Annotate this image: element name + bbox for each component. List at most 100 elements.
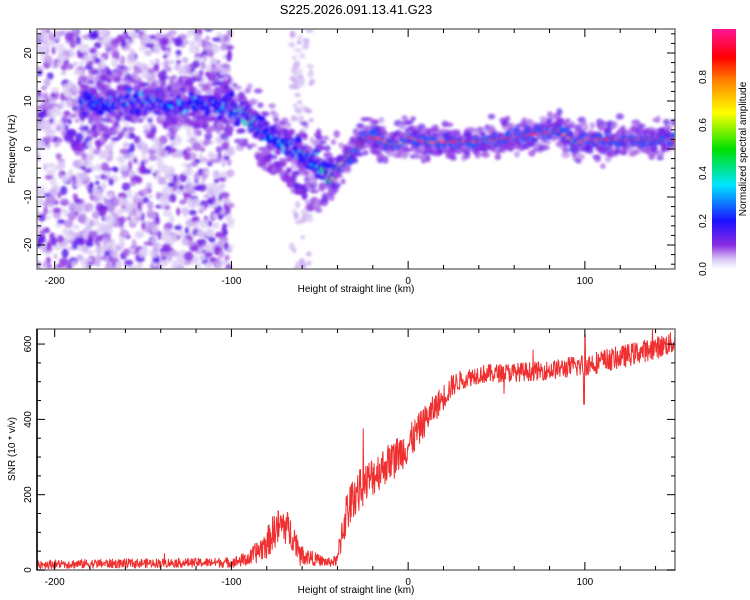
noise-blob [305,216,314,223]
noise-blob [144,43,155,48]
noise-blob [70,260,77,267]
noise-blob [186,197,192,205]
ridge-halo [227,125,235,132]
noise-blob [104,42,112,49]
colorbar-tick-label: 0.4 [698,166,709,180]
noise-blob [189,241,195,247]
ridge-halo [268,103,276,109]
noise-blob [41,85,47,91]
noise-blob [163,168,169,175]
noise-blob [163,33,172,39]
noise-blob [119,229,130,238]
noise-blob [206,229,214,237]
noise-blob [60,123,65,132]
noise-blob [169,250,179,257]
ridge-halo [611,120,619,129]
noise-blob [156,157,164,166]
noise-blob [207,159,218,164]
noise-blob [175,59,182,65]
ridge-halo [274,161,281,169]
noise-blob [177,265,182,269]
noise-blob [72,29,79,34]
noise-blob [295,200,301,209]
noise-blob [304,107,311,113]
noise-blob [44,126,53,136]
noise-blob [93,41,102,49]
x-tick-label: -200 [45,577,65,588]
ridge-halo [561,151,571,159]
noise-blob [164,222,174,230]
noise-blob [147,194,154,199]
noise-blob [205,35,210,41]
y-tick-label: -10 [23,189,34,204]
noise-blob [43,42,48,53]
noise-blob [134,191,139,202]
ridge-halo [170,132,177,137]
noise-blob [190,182,198,187]
noise-blob [100,173,107,180]
noise-blob [167,147,177,154]
noise-blob [68,113,78,119]
noise-blob [98,29,108,37]
noise-blob [59,198,70,207]
noise-blob [110,265,118,269]
noise-blob [60,64,68,71]
noise-blob [57,160,66,170]
noise-blob [193,172,200,181]
noise-blob [213,178,219,184]
noise-blob [62,83,68,93]
noise-blob [128,151,135,161]
noise-blob [306,213,313,218]
noise-blob [295,261,303,268]
noise-blob [206,261,213,269]
ridge-halo [137,117,144,123]
noise-blob [103,265,111,269]
noise-blob [46,263,52,269]
noise-blob [141,222,146,230]
noise-blob [198,254,207,261]
ridge-halo [153,79,159,85]
ridge-halo [316,128,322,136]
ridge-halo [212,79,220,86]
noise-blob [227,158,232,166]
noise-blob [306,251,312,257]
noise-blob [55,263,64,269]
noise-blob [213,257,218,262]
noise-blob [202,54,208,62]
noise-blob [186,131,193,138]
ridge-halo [333,130,340,138]
noise-blob [107,193,114,199]
noise-blob [142,143,149,153]
noise-blob [309,68,314,74]
noise-blob [108,215,115,225]
noise-blob [203,218,210,223]
ridge-halo [110,43,118,52]
noise-blob [53,142,59,148]
noise-blob [85,241,94,248]
snr-y-label: SNR (10 * v/v) [7,417,18,481]
noise-blob [110,58,119,68]
ridge-halo [474,150,482,159]
noise-blob [194,221,199,230]
noise-blob [175,54,180,60]
x-tick-label: -100 [221,276,241,287]
noise-blob [296,99,303,105]
colorbar-gradient [712,29,736,269]
x-tick-label: 100 [577,276,594,287]
noise-blob [50,87,60,93]
noise-blob [168,215,175,223]
ridge-halo [159,150,166,157]
noise-blob [73,232,83,238]
noise-blob [50,237,58,246]
noise-blob [96,36,103,41]
noise-blob [183,251,194,262]
noise-blob [105,223,114,231]
ridge-halo [130,72,138,80]
branch-blob [314,207,323,213]
noise-blob [55,43,66,52]
noise-blob [164,230,173,236]
noise-blob [121,164,129,172]
noise-blob [111,50,117,59]
noise-blob [120,39,127,48]
ridge-halo [655,115,661,124]
